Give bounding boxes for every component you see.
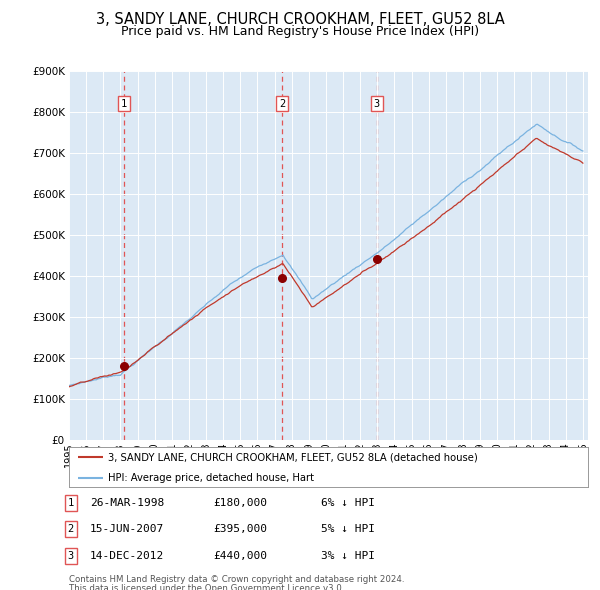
Text: HPI: Average price, detached house, Hart: HPI: Average price, detached house, Hart	[108, 473, 314, 483]
Text: 2: 2	[279, 99, 286, 109]
Text: 3: 3	[374, 99, 380, 109]
Text: 15-JUN-2007: 15-JUN-2007	[90, 525, 164, 534]
Text: 1: 1	[68, 498, 74, 507]
Text: 3% ↓ HPI: 3% ↓ HPI	[321, 551, 375, 560]
Text: 26-MAR-1998: 26-MAR-1998	[90, 498, 164, 507]
Text: Price paid vs. HM Land Registry's House Price Index (HPI): Price paid vs. HM Land Registry's House …	[121, 25, 479, 38]
Text: £395,000: £395,000	[213, 525, 267, 534]
Text: £440,000: £440,000	[213, 551, 267, 560]
Text: 2: 2	[68, 525, 74, 534]
Text: 5% ↓ HPI: 5% ↓ HPI	[321, 525, 375, 534]
Text: 3: 3	[68, 551, 74, 560]
Text: 14-DEC-2012: 14-DEC-2012	[90, 551, 164, 560]
Text: 3, SANDY LANE, CHURCH CROOKHAM, FLEET, GU52 8LA (detached house): 3, SANDY LANE, CHURCH CROOKHAM, FLEET, G…	[108, 453, 478, 463]
Text: Contains HM Land Registry data © Crown copyright and database right 2024.: Contains HM Land Registry data © Crown c…	[69, 575, 404, 584]
Text: This data is licensed under the Open Government Licence v3.0.: This data is licensed under the Open Gov…	[69, 584, 344, 590]
Text: 1: 1	[121, 99, 127, 109]
Text: 6% ↓ HPI: 6% ↓ HPI	[321, 498, 375, 507]
Text: £180,000: £180,000	[213, 498, 267, 507]
Text: 3, SANDY LANE, CHURCH CROOKHAM, FLEET, GU52 8LA: 3, SANDY LANE, CHURCH CROOKHAM, FLEET, G…	[95, 12, 505, 27]
